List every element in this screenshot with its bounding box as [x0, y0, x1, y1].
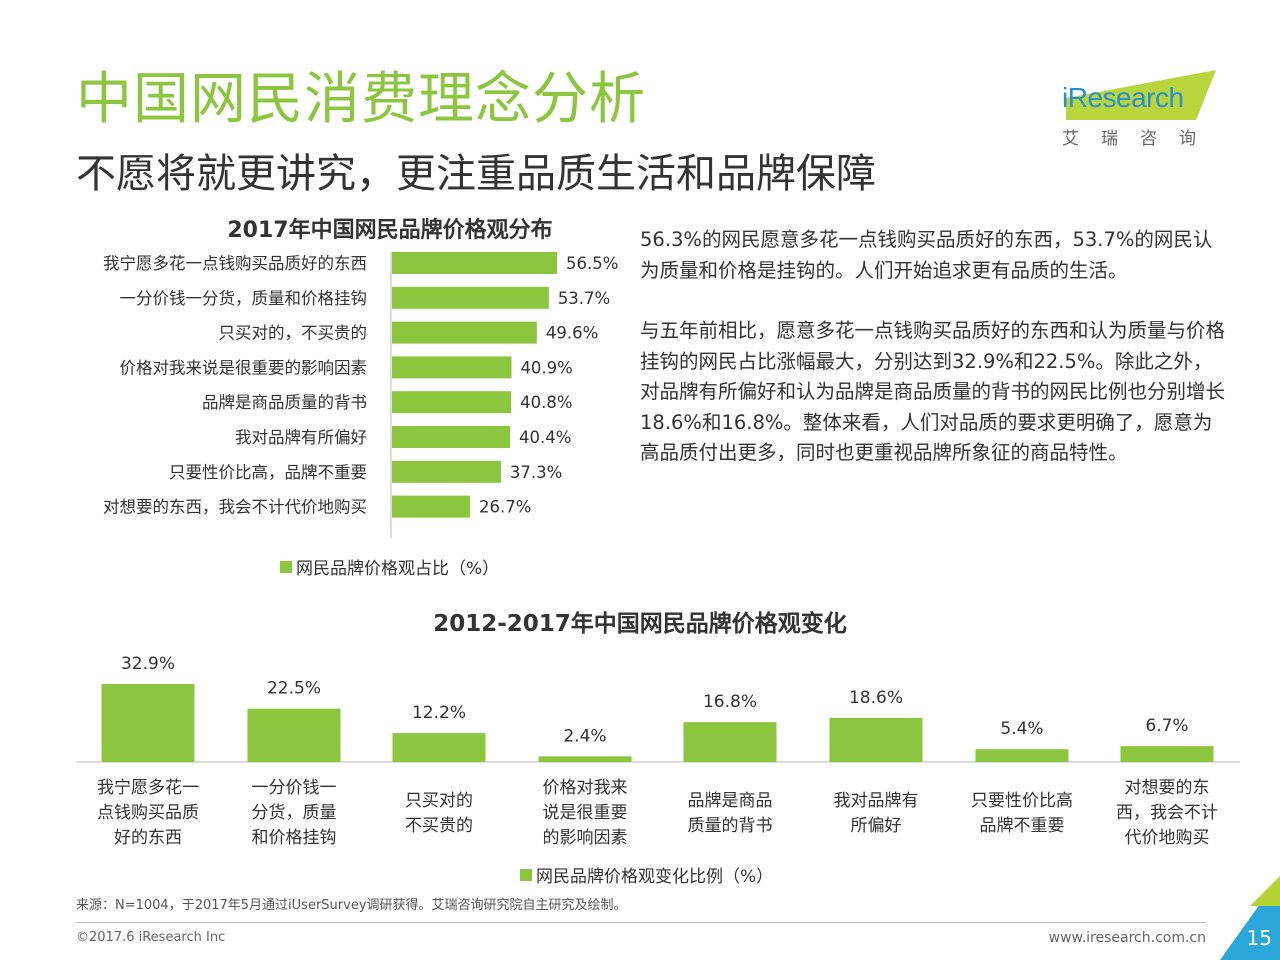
chart2-value-label: 6.7%: [1145, 716, 1188, 736]
website-link[interactable]: www.iresearch.com.cn: [1048, 930, 1206, 946]
description-paragraph-1: 56.3%的网民愿意多花一点钱购买品质好的东西，53.7%的网民认为质量和价格是…: [640, 228, 1213, 282]
chart2-bar: [975, 749, 1069, 762]
chart2-title: 2012-2017年中国网民品牌价格观变化: [433, 611, 847, 637]
page-title: 中国网民消费理念分析: [76, 67, 646, 132]
chart1-bar: [392, 321, 537, 344]
chart2-bar: [683, 722, 777, 762]
chart1-category-label: 我对品牌有所偏好: [235, 428, 367, 447]
chart1-bar: [392, 426, 510, 448]
chart1-value-label: 40.8%: [520, 393, 572, 412]
chart1-category-label: 只买对的，不买贵的: [219, 324, 368, 343]
chart2-legend-label: 网民品牌价格观变化比例（%）: [536, 867, 774, 887]
chart1-category-label: 品牌是商品质量的背书: [202, 393, 367, 412]
chart2-category-label: 不买贵的: [405, 816, 473, 836]
chart1-bar: [392, 460, 501, 483]
chart2-category-label: 质量的背书: [688, 816, 773, 836]
logo-cn-text: 艾瑞咨询: [1062, 129, 1218, 149]
chart1-value-label: 26.7%: [479, 498, 531, 517]
description-panel: 56.3%的网民愿意多花一点钱购买品质好的东西，53.7%的网民认为质量和价格是…: [640, 225, 1230, 499]
chart1-value-label: 49.6%: [546, 324, 598, 343]
chart2-category-label: 和价格挂钩: [252, 828, 337, 848]
iresearch-logo: iResearch 艾瑞咨询: [1056, 68, 1226, 149]
chart2-value-label: 16.8%: [703, 692, 757, 712]
chart1-category-label: 一分价钱一分货，质量和价格挂钩: [120, 289, 368, 308]
chart2-category-label: 点钱购买品质: [97, 803, 199, 823]
chart2-category-label: 代价地购买: [1125, 828, 1210, 848]
chart1-category-label: 只要性价比高，品牌不重要: [169, 463, 367, 482]
chart2-bar: [101, 684, 195, 762]
chart2-value-label: 5.4%: [1000, 719, 1043, 739]
chart2-bar: [1120, 746, 1214, 762]
chart1-value-label: 37.3%: [510, 463, 562, 482]
copyright: ©2017.6 iResearch Inc: [76, 930, 226, 945]
chart2-bar: [538, 756, 632, 762]
chart1-legend: 网民品牌价格观占比（%）: [280, 554, 499, 579]
chart2-value-label: 32.9%: [121, 654, 175, 674]
footer-divider: [76, 922, 1206, 923]
legend-swatch: [280, 560, 292, 573]
description-paragraph-2: 与五年前相比，愿意多花一点钱购买品质好的东西和认为质量与价格挂钩的网民占比涨幅最…: [640, 319, 1226, 464]
page-subtitle: 不愿将就更讲究，更注重品质生活和品牌保障: [76, 151, 876, 197]
chart2-bar: [829, 717, 923, 762]
source-note: 来源：N=1004，于2017年5月通过iUserSurvey调研获得。艾瑞咨询…: [76, 898, 627, 913]
chart2-category-label: 我宁愿多花一: [97, 778, 199, 798]
chart1-category-label: 对想要的东西，我会不计代价地购买: [103, 498, 367, 517]
chart1-category-label: 我宁愿多花一点钱购买品质好的东西: [103, 254, 367, 273]
chart2-bar: [247, 708, 341, 762]
page-corner-decoration: [1220, 876, 1280, 960]
chart2-category-label: 对想要的东: [1125, 778, 1210, 798]
chart2-category-label: 好的东西: [114, 828, 182, 848]
chart1-category-label: 价格对我来说是很重要的影响因素: [120, 358, 368, 377]
chart1-bar: [392, 252, 557, 274]
chart1-value-label: 56.5%: [566, 254, 618, 273]
chart1-title: 2017年中国网民品牌价格观分布: [227, 218, 553, 243]
chart2-category-label: 西，我会不计: [1116, 803, 1218, 823]
chart1-bar: [392, 391, 512, 414]
chart2-category-label: 只要性价比高: [971, 791, 1073, 811]
chart1-value-label: 40.4%: [519, 428, 571, 447]
chart2-category-label: 所偏好: [851, 816, 902, 836]
chart1-horizontal-bar: 我宁愿多花一点钱购买品质好的东西 56.5% 一分价钱一分货，质量和价格挂钩 53.7…: [103, 252, 618, 538]
chart2-value-label: 12.2%: [412, 703, 466, 723]
chart2-category-label: 只买对的: [405, 791, 473, 811]
chart2-value-label: 18.6%: [849, 688, 903, 708]
page-number: 15: [1246, 926, 1272, 950]
legend-swatch: [520, 868, 532, 881]
chart2-category-label: 的影响因素: [543, 828, 628, 848]
chart2-category-label: 分货，质量: [252, 803, 337, 823]
chart2-value-label: 2.4%: [563, 726, 606, 746]
chart2-category-label: 说是很重要: [543, 803, 628, 823]
logo-text: iResearch: [1062, 82, 1184, 113]
chart2-legend: 网民品牌价格观变化比例（%）: [520, 862, 773, 887]
chart2-category-label: 一分价钱一: [252, 778, 337, 798]
chart1-value-label: 40.9%: [520, 358, 572, 377]
chart1-legend-label: 网民品牌价格观占比（%）: [296, 559, 500, 579]
chart2-category-label: 价格对我来: [543, 778, 628, 798]
chart1-bar: [392, 356, 512, 379]
chart2-category-label: 我对品牌有: [834, 791, 919, 811]
chart2-value-label: 22.5%: [267, 679, 321, 699]
chart1-bar: [392, 495, 470, 518]
chart1-value-label: 53.7%: [558, 289, 610, 308]
chart2-category-label: 品牌不重要: [980, 816, 1065, 836]
chart2-bar: [392, 733, 486, 762]
chart2-vertical-bar: 32.9% 我宁愿多花一点钱购买品质好的东西 22.5% 一分价钱一分货，质量和价格挂…: [76, 654, 1240, 848]
chart1-bar: [392, 286, 549, 309]
chart2-category-label: 品牌是商品: [688, 791, 773, 811]
logo-shape: [1066, 70, 1216, 120]
